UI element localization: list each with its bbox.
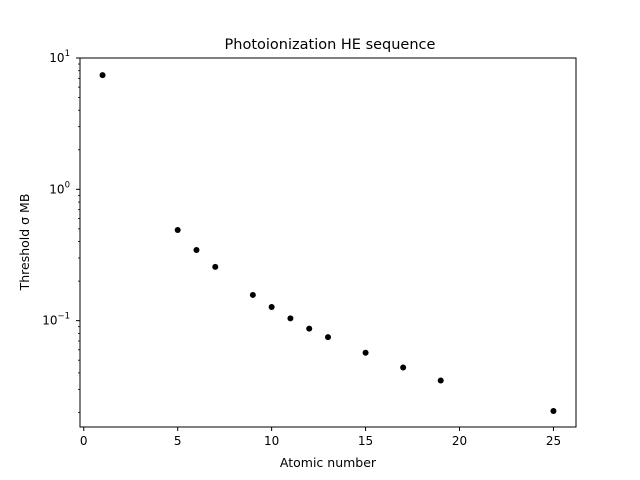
- data-point-2: [193, 247, 200, 254]
- data-point-0: [99, 72, 106, 79]
- data-point-12: [550, 408, 557, 415]
- plot-background: [80, 58, 576, 427]
- x-tick-label-3: 15: [358, 434, 373, 448]
- data-point-4: [249, 291, 256, 298]
- x-tick-label-4: 20: [452, 434, 467, 448]
- x-tick-label-5: 25: [546, 434, 561, 448]
- y-tick-label-1: 100: [49, 180, 70, 196]
- plot-area: [80, 58, 576, 427]
- data-points: [99, 72, 557, 415]
- x-tick-label-0: 0: [80, 434, 88, 448]
- data-point-3: [212, 263, 219, 270]
- data-point-11: [437, 377, 444, 384]
- data-point-7: [306, 325, 313, 332]
- x-axis-label: Atomic number: [280, 455, 377, 470]
- data-point-5: [268, 304, 275, 311]
- data-point-9: [362, 349, 369, 356]
- data-point-6: [287, 315, 294, 322]
- x-axis-ticks: 0 5 10 15 20 25: [80, 427, 561, 448]
- y-axis-label: Threshold σ MB: [17, 194, 32, 292]
- data-point-10: [400, 364, 407, 371]
- data-point-8: [325, 334, 331, 341]
- x-tick-label-1: 5: [174, 434, 182, 448]
- data-point-1: [174, 227, 181, 234]
- chart-title: Photoionization HE sequence: [225, 37, 436, 53]
- y-tick-label-2: 10−1: [42, 312, 70, 328]
- plot-frame: [79, 57, 577, 428]
- x-tick-label-2: 10: [264, 434, 279, 448]
- y-tick-label-0: 101: [49, 49, 70, 65]
- y-axis-ticks: 101 100 10−1: [42, 49, 80, 328]
